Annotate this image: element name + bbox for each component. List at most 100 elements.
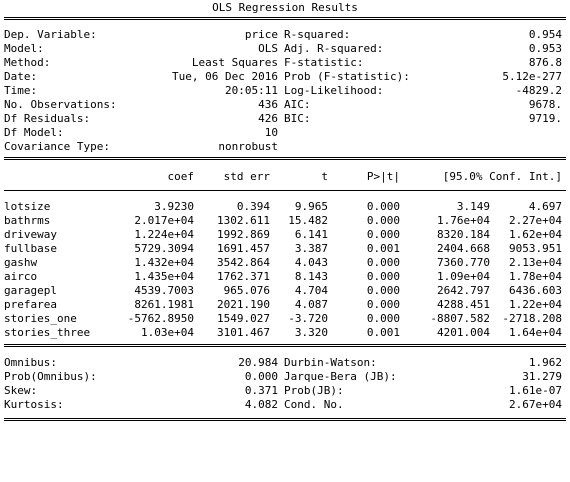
summary-left-value: price bbox=[244, 28, 278, 41]
summary-left-value: 436 bbox=[258, 98, 278, 111]
p-value: 0.000 bbox=[366, 312, 400, 325]
summary-right-label: Prob (F-statistic): bbox=[284, 70, 410, 83]
ci-high-value: 2.27e+04 bbox=[509, 214, 562, 227]
t-value: 4.043 bbox=[294, 256, 328, 269]
summary-row: Method: Least Squares F-statistic: 876.8 bbox=[4, 56, 566, 70]
diag-left-label: Kurtosis: bbox=[4, 398, 64, 411]
summary-right-value: 0.954 bbox=[528, 28, 562, 41]
summary-right-value: -4829.2 bbox=[515, 84, 562, 97]
summary-left-label: Dep. Variable: bbox=[4, 28, 97, 41]
coef-value: 3.9230 bbox=[154, 200, 194, 213]
summary-right-label: Adj. R-squared: bbox=[284, 42, 384, 55]
summary-right-value: 876.8 bbox=[528, 56, 562, 69]
ci-high-value: 1.64e+04 bbox=[509, 326, 562, 339]
diagnostics-row: Skew: 0.371 Prob(JB): 1.61e-07 bbox=[4, 384, 566, 398]
std-err-value: 965.076 bbox=[223, 284, 270, 297]
summary-row: Date: Tue, 06 Dec 2016 Prob (F-statistic… bbox=[4, 70, 566, 84]
coef-row: garagepl 4539.7003 965.076 4.704 0.000 2… bbox=[4, 284, 566, 298]
summary-left-label: Time: bbox=[4, 84, 38, 97]
coef-row: airco 1.435e+04 1762.371 8.143 0.000 1.0… bbox=[4, 270, 566, 284]
std-err-value: 0.394 bbox=[236, 200, 270, 213]
summary-left-value: 20:05:11 bbox=[225, 84, 278, 97]
summary-right-value: 9719. bbox=[528, 112, 562, 125]
coef-row: lotsize 3.9230 0.394 9.965 0.000 3.149 4… bbox=[4, 200, 566, 214]
coef-value: 1.224e+04 bbox=[134, 228, 194, 241]
ci-high-value: 6436.603 bbox=[509, 284, 562, 297]
coef-row: stories_one -5762.8950 1549.027 -3.720 0… bbox=[4, 312, 566, 326]
std-err-value: 1549.027 bbox=[217, 312, 270, 325]
summary-right-label: R-squared: bbox=[284, 28, 351, 41]
summary-row: Df Model: 10 bbox=[4, 126, 566, 140]
coef-value: 5729.3094 bbox=[134, 242, 194, 255]
header-std-err: std err bbox=[223, 170, 270, 183]
coef-row-name: gashw bbox=[4, 256, 38, 269]
summary-left-label: Method: bbox=[4, 56, 51, 69]
summary-row: Time: 20:05:11 Log-Likelihood: -4829.2 bbox=[4, 84, 566, 98]
coef-header-row: coef std err t P>|t| [95.0% Conf. Int.] bbox=[4, 170, 566, 184]
coef-row-name: stories_one bbox=[4, 312, 77, 325]
summary-row: Df Residuals: 426 BIC: 9719. bbox=[4, 112, 566, 126]
t-value: 15.482 bbox=[288, 214, 328, 227]
coef-value: 2.017e+04 bbox=[134, 214, 194, 227]
coef-value: 1.03e+04 bbox=[141, 326, 194, 339]
ci-low-value: 7360.770 bbox=[437, 256, 490, 269]
diag-right-label: Cond. No. bbox=[284, 398, 344, 411]
std-err-value: 1302.611 bbox=[217, 214, 270, 227]
coef-row-name: bathrms bbox=[4, 214, 51, 227]
summary-right-label: Log-Likelihood: bbox=[284, 84, 384, 97]
std-err-value: 3101.467 bbox=[217, 326, 270, 339]
p-value: 0.000 bbox=[366, 214, 400, 227]
summary-left-value: 10 bbox=[264, 126, 278, 139]
coef-row: gashw 1.432e+04 3542.864 4.043 0.000 736… bbox=[4, 256, 566, 270]
t-value: 4.704 bbox=[294, 284, 328, 297]
p-value: 0.001 bbox=[366, 326, 400, 339]
summary-left-label: No. Observations: bbox=[4, 98, 117, 111]
ci-low-value: 1.76e+04 bbox=[437, 214, 490, 227]
std-err-value: 2021.190 bbox=[217, 298, 270, 311]
ci-high-value: 1.22e+04 bbox=[509, 298, 562, 311]
diag-left-label: Omnibus: bbox=[4, 356, 57, 369]
p-value: 0.000 bbox=[366, 256, 400, 269]
coef-row-name: driveway bbox=[4, 228, 57, 241]
p-value: 0.000 bbox=[366, 284, 400, 297]
summary-right-value: 5.12e-277 bbox=[502, 70, 562, 83]
diag-left-value: 4.082 bbox=[244, 398, 278, 411]
ci-high-value: 1.62e+04 bbox=[509, 228, 562, 241]
t-value: 6.141 bbox=[294, 228, 328, 241]
double-rule-mid bbox=[4, 157, 566, 160]
ci-low-value: 1.09e+04 bbox=[437, 270, 490, 283]
ci-low-value: 2642.797 bbox=[437, 284, 490, 297]
coef-value: 8261.1981 bbox=[134, 298, 194, 311]
ci-high-value: 2.13e+04 bbox=[509, 256, 562, 269]
ci-low-value: 4288.451 bbox=[437, 298, 490, 311]
header-p-value: P>|t| bbox=[366, 170, 400, 183]
p-value: 0.000 bbox=[366, 200, 400, 213]
coef-value: 4539.7003 bbox=[134, 284, 194, 297]
ci-high-value: 1.78e+04 bbox=[509, 270, 562, 283]
coef-row: bathrms 2.017e+04 1302.611 15.482 0.000 … bbox=[4, 214, 566, 228]
ci-low-value: -8807.582 bbox=[430, 312, 490, 325]
summary-left-label: Model: bbox=[4, 42, 44, 55]
coef-row-name: airco bbox=[4, 270, 38, 283]
t-value: 9.965 bbox=[294, 200, 328, 213]
summary-right-label: BIC: bbox=[284, 112, 311, 125]
summary-row: Dep. Variable: price R-squared: 0.954 bbox=[4, 28, 566, 42]
summary-left-label: Df Model: bbox=[4, 126, 64, 139]
summary-row: Covariance Type: nonrobust bbox=[4, 140, 566, 154]
t-value: 3.320 bbox=[294, 326, 328, 339]
diag-left-label: Skew: bbox=[4, 384, 38, 397]
diag-right-value: 1.61e-07 bbox=[509, 384, 562, 397]
diag-right-value: 2.67e+04 bbox=[509, 398, 562, 411]
diag-right-label: Durbin-Watson: bbox=[284, 356, 377, 369]
single-rule bbox=[4, 190, 566, 191]
ci-high-value: 4.697 bbox=[528, 200, 562, 213]
diag-left-value: 20.984 bbox=[238, 356, 278, 369]
summary-left-value: nonrobust bbox=[218, 140, 278, 153]
diag-right-label: Prob(JB): bbox=[284, 384, 344, 397]
diag-left-label: Prob(Omnibus): bbox=[4, 370, 97, 383]
summary-left-label: Date: bbox=[4, 70, 38, 83]
p-value: 0.001 bbox=[366, 242, 400, 255]
double-rule-lower bbox=[4, 344, 566, 347]
ci-low-value: 3.149 bbox=[456, 200, 490, 213]
summary-right-label: AIC: bbox=[284, 98, 311, 111]
